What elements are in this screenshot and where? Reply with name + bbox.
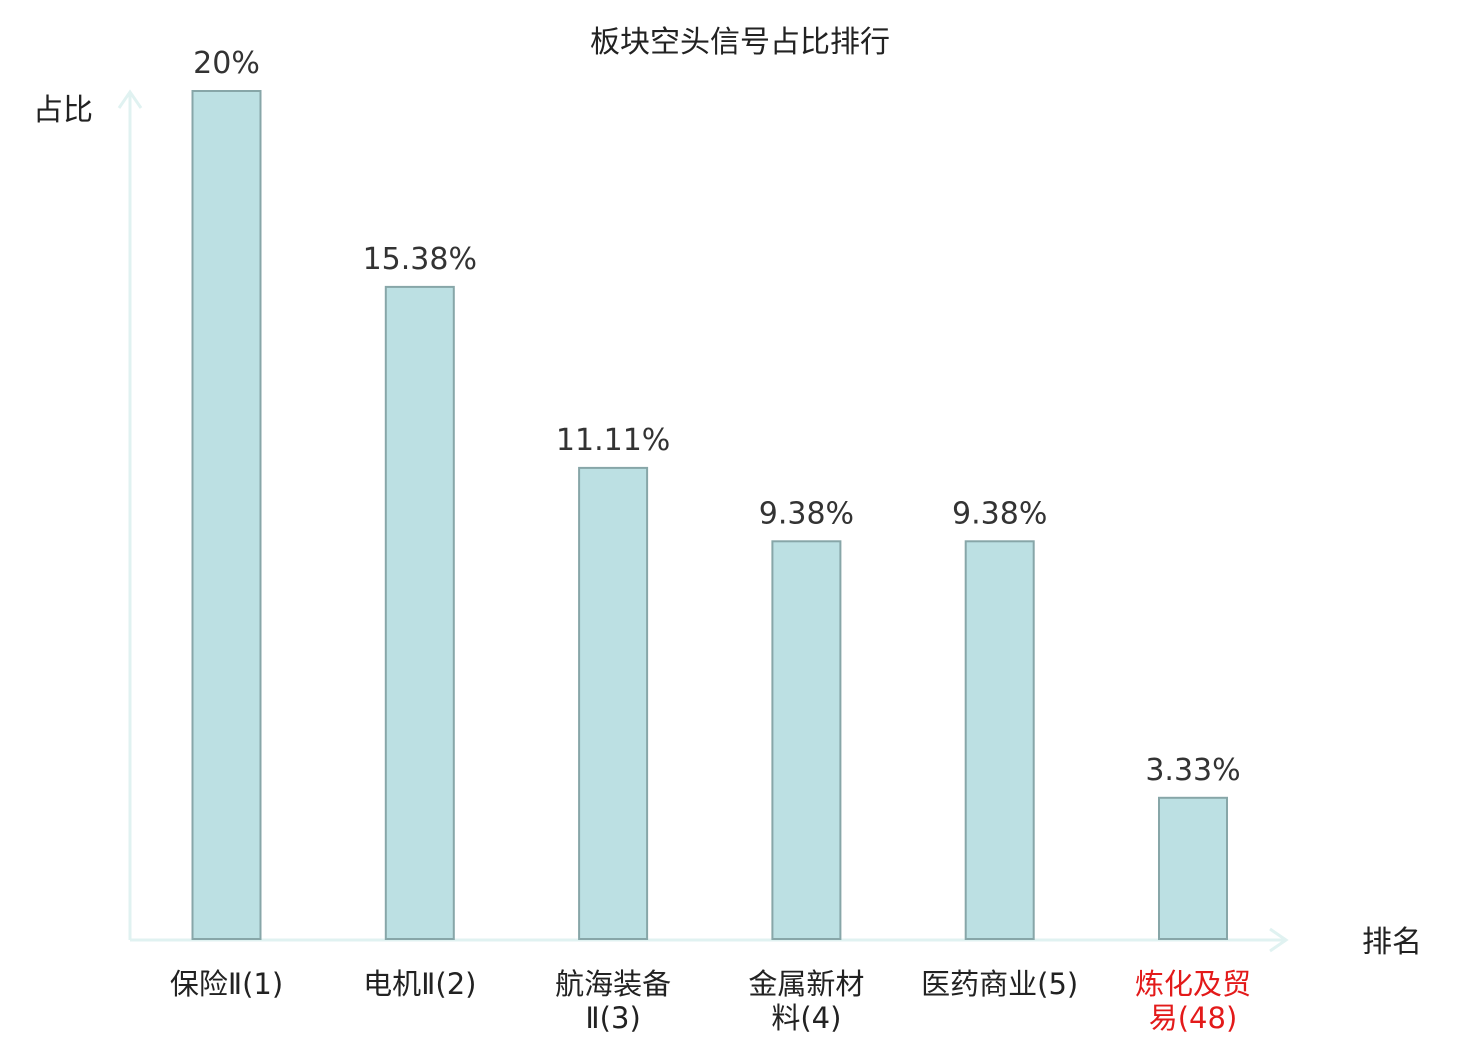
y-axis-arrow — [117, 89, 143, 109]
bar-4 — [771, 540, 842, 940]
axes — [117, 89, 1289, 953]
x-tick-label-line: 电机Ⅱ(2) — [363, 967, 476, 1001]
bars-group — [191, 90, 1228, 940]
bar-5 — [964, 540, 1035, 940]
value-label-6: 3.33% — [1145, 753, 1240, 788]
x-tick-label-6: 炼化及贸易(48) — [1135, 967, 1251, 1035]
bar-1 — [191, 90, 262, 940]
x-tick-label-line: 料(4) — [771, 1001, 841, 1035]
bar-6 — [1158, 796, 1228, 940]
x-axis-label: 排名 — [1362, 925, 1422, 960]
bar-3 — [578, 466, 649, 940]
x-tick-label-line: 炼化及贸 — [1135, 967, 1251, 1001]
x-tick-label-line: 医药商业(5) — [921, 967, 1078, 1001]
x-tick-label-line: 航海装备 — [555, 967, 671, 1001]
value-label-5: 9.38% — [952, 496, 1047, 531]
x-axis-arrow — [1269, 927, 1289, 953]
x-tick-label-5: 医药商业(5) — [921, 967, 1078, 1001]
x-tick-label-line: 保险Ⅱ(1) — [170, 967, 283, 1001]
x-tick-label-line: Ⅱ(3) — [585, 1001, 640, 1035]
value-labels-group: 20% 15.38% 11.11% 9.38% 9.38% 3.33% — [193, 46, 1241, 788]
x-tick-label-2: 电机Ⅱ(2) — [363, 967, 476, 1001]
value-label-2: 15.38% — [363, 242, 477, 277]
x-tick-label-3: 航海装备 Ⅱ(3) — [555, 967, 671, 1035]
x-tick-label-line: 金属新材 — [748, 967, 864, 1001]
x-tick-label-1: 保险Ⅱ(1) — [170, 967, 283, 1001]
tick-labels-group: 保险Ⅱ(1) 电机Ⅱ(2) 航海装备 Ⅱ(3) 金属新材料(4) 医药商业(5) 炼化及贸易… — [170, 967, 1251, 1035]
chart-title: 板块空头信号占比排行 — [590, 25, 890, 60]
bar-2 — [384, 285, 455, 940]
value-label-3: 11.11% — [556, 423, 670, 458]
y-axis-label: 占比 — [33, 93, 93, 128]
value-label-4: 9.38% — [759, 496, 854, 531]
x-tick-label-line: 易(48) — [1149, 1001, 1238, 1035]
value-label-1: 20% — [193, 46, 260, 81]
x-tick-label-4: 金属新材料(4) — [748, 967, 864, 1035]
